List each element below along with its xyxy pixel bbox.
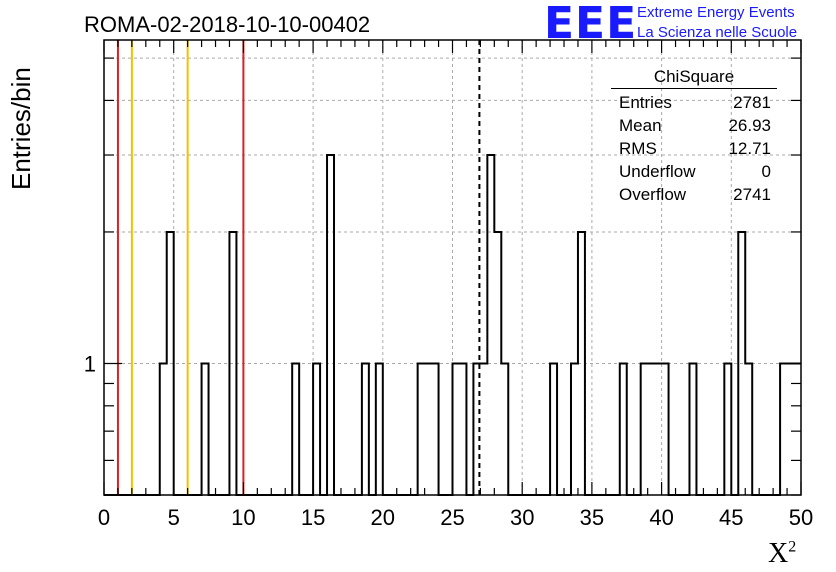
histogram-bar [745,363,752,495]
histogram-bar [376,363,383,495]
histogram-bar [738,232,745,495]
x-tick-label: 25 [440,505,464,530]
stats-row-label: Overflow [619,185,687,204]
histogram-bar [292,363,299,495]
stats-row: Overflow 2741 [611,183,777,206]
x-tick-label: 45 [719,505,743,530]
stats-row-value: 12.71 [728,139,771,158]
x-axis-label-exponent: 2 [788,538,797,556]
stats-row-label: Underflow [619,162,696,181]
histogram-bar [662,363,669,495]
y-tick-label: 1 [84,351,96,376]
stats-row-value: 26.93 [728,116,771,135]
chart-title: ROMA-02-2018-10-10-00402 [84,12,371,37]
histogram-bar [480,363,487,495]
histogram-bar [313,363,320,495]
x-tick-label: 10 [231,505,255,530]
stats-row: Entries 2781 [611,91,777,114]
logo-line-1: Extreme Energy Events [637,4,795,21]
x-tick-label: 30 [510,505,534,530]
stats-row-label: Mean [619,116,662,135]
histogram-bar [453,363,460,495]
stats-box: ChiSquare Entries 2781 Mean 26.93 RMS 12.71 Un… [611,67,777,206]
x-axis-label: X2 [768,538,796,570]
x-tick-label: 5 [168,505,180,530]
histogram-outline [104,154,801,496]
x-tick-label: 40 [649,505,673,530]
logo-caption: Extreme Energy Events La Scienza nelle S… [637,3,797,43]
histogram-bar [641,363,648,495]
x-tick-label: 20 [371,505,395,530]
histogram-bar [620,363,627,495]
x-tick-label: 15 [301,505,325,530]
histogram-bar [432,363,439,495]
histogram-bar [229,232,236,495]
histogram-bar [362,363,369,495]
stats-row: Mean 26.93 [611,114,777,137]
stats-row-label: RMS [619,139,657,158]
stats-row: RMS 12.71 [611,137,777,160]
x-tick-label: 50 [789,505,813,530]
histogram-bar [724,363,731,495]
histogram-bar [167,232,174,495]
stats-title: ChiSquare [611,67,777,89]
x-tick-label: 0 [98,505,110,530]
histogram-bar [487,155,494,495]
histogram-bar [689,363,696,495]
histogram-bar [550,363,557,495]
stats-row-label: Entries [619,93,672,112]
histogram-bar [780,363,787,495]
histogram-bar [202,363,209,495]
histogram-bar [494,232,501,495]
histogram-bar [648,363,655,495]
eee-logo: EEE [544,0,638,49]
x-axis-label-base: X [768,538,789,569]
histogram-bar [327,155,334,495]
stats-row: Underflow 0 [611,160,777,183]
logo-line-2: La Scienza nelle Scuole [637,24,798,41]
stats-row-value: 2781 [733,93,771,112]
stats-rows: Entries 2781 Mean 26.93 RMS 12.71 Underflow 0 Ov… [611,91,777,206]
histogram-bar [501,363,508,495]
x-tick-label: 35 [580,505,604,530]
histogram-bar [571,363,578,495]
stats-row-value: 2741 [733,185,771,204]
stats-row-value: 0 [761,162,771,181]
histogram-bar [459,363,466,495]
histogram-bar [418,363,425,495]
histogram-bar [160,363,167,495]
histogram-bar [655,363,662,495]
histogram-bar [425,363,432,495]
histogram-bar [578,232,585,495]
